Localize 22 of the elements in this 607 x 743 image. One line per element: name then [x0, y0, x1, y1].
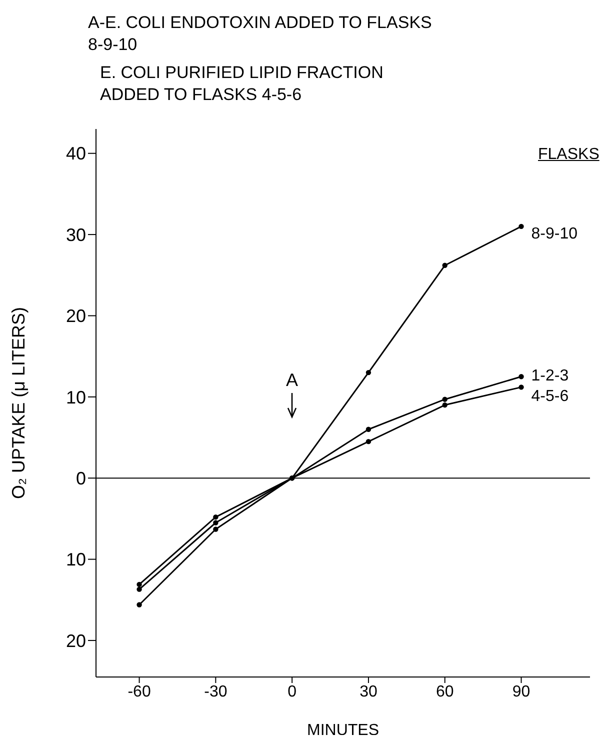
x-tick-label: -60 [128, 683, 151, 700]
y-tick-label: 10 [66, 550, 86, 570]
y-tick-label: 30 [66, 224, 86, 245]
x-tick-label: 0 [288, 683, 297, 700]
x-tick-label: 60 [436, 683, 454, 700]
y-tick-label: 20 [66, 306, 86, 326]
y-tick-label: 40 [66, 144, 86, 164]
x-tick-label: 30 [360, 683, 378, 700]
y-axis-title: O₂ UPTAKE (μ LITERS) [8, 306, 28, 500]
y-tick-label: 20 [66, 630, 86, 651]
series-label: 1-2-3 [531, 368, 569, 385]
x-tick-label: -30 [204, 683, 228, 700]
annotation: A [286, 370, 298, 390]
y-tick-label: 0 [76, 468, 86, 488]
chart-title: A-E. COLI ENDOTOXIN ADDED TO FLASKS 8-9-10 [88, 12, 433, 56]
series-label: 8-9-10 [531, 225, 578, 242]
series-label: 4-5-6 [531, 388, 569, 406]
chart-subtitle: E. COLI PURIFIED LIPID FRACTION ADDED TO FLASKS 4-5-6 [99, 62, 384, 106]
legend-title: FLASKS [538, 146, 600, 164]
x-axis-title: MINUTES [307, 722, 379, 739]
y-tick-label: 10 [66, 387, 86, 408]
x-tick-label: 90 [512, 683, 530, 700]
